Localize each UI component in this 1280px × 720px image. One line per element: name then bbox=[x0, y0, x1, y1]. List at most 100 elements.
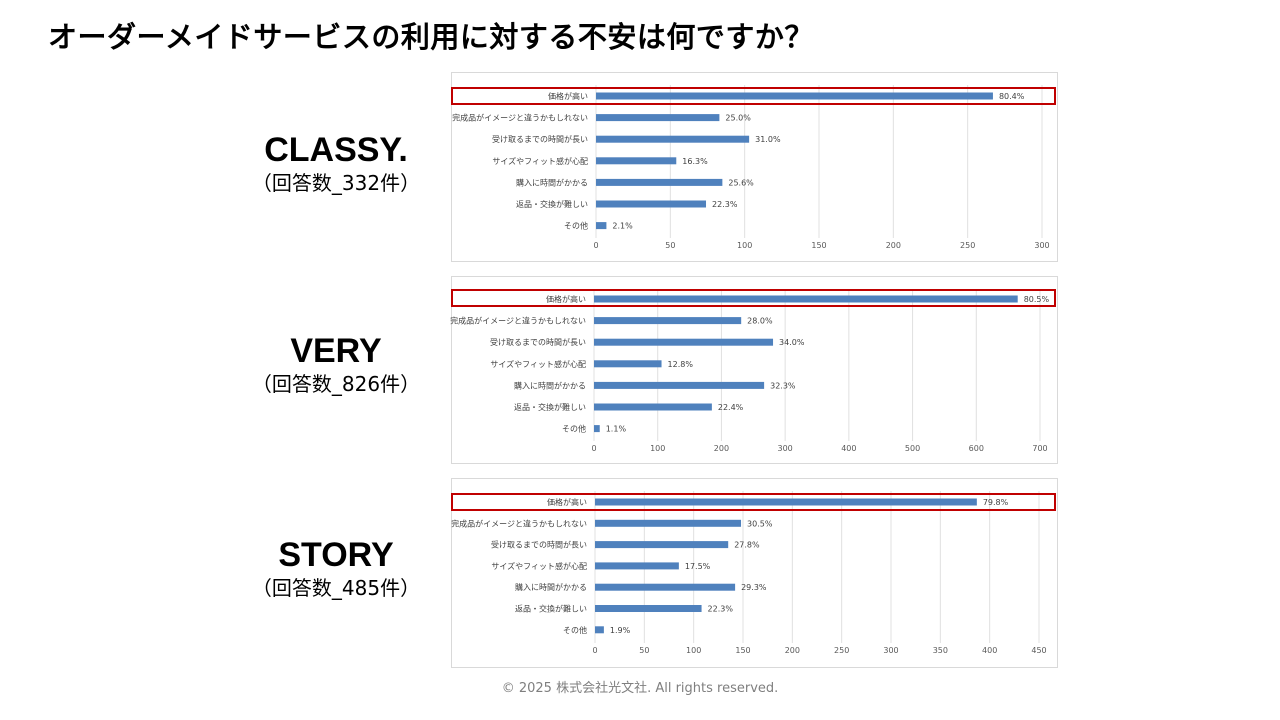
data-label: 80.4% bbox=[999, 92, 1025, 101]
x-tick-label: 450 bbox=[1031, 646, 1046, 655]
x-tick-label: 100 bbox=[737, 241, 752, 250]
bar bbox=[595, 519, 742, 527]
category-label: その他 bbox=[564, 221, 588, 231]
x-tick-label: 300 bbox=[883, 646, 898, 655]
bar bbox=[596, 135, 750, 143]
category-label: 購入に時間がかかる bbox=[515, 582, 587, 592]
data-label: 17.5% bbox=[685, 562, 711, 571]
x-tick-label: 500 bbox=[905, 444, 920, 453]
x-tick-label: 400 bbox=[982, 646, 997, 655]
chart-panel-classy: 0 50 100 150 200 250 300 価格が高い 80.4% 完成品がイメージと違うか… bbox=[451, 72, 1058, 262]
data-label: 31.0% bbox=[755, 135, 781, 144]
category-label: 完成品がイメージと違うかもしれない bbox=[451, 518, 587, 528]
data-label: 12.8% bbox=[668, 360, 694, 369]
bar bbox=[596, 92, 993, 100]
chart-panel-story: 0 50 100 150 200 250 300 350 400 450 価格が高い 79.8% 完成品… bbox=[451, 478, 1058, 668]
data-label: 22.3% bbox=[712, 200, 738, 209]
x-tick-label: 100 bbox=[650, 444, 665, 453]
x-tick-label: 0 bbox=[591, 444, 596, 453]
data-label: 22.4% bbox=[718, 403, 744, 412]
category-label: 受け取るまでの時間が長い bbox=[491, 540, 587, 550]
respondent-count: （回答数_332件） bbox=[251, 171, 421, 195]
bar-chart-very: 0 100 200 300 400 500 600 700 価格が高い 80.5% 完成品がイメージ… bbox=[450, 289, 1050, 453]
x-tick-label: 200 bbox=[785, 646, 800, 655]
x-tick-label: 400 bbox=[841, 444, 856, 453]
bar bbox=[594, 425, 600, 433]
data-label: 16.3% bbox=[682, 157, 708, 166]
category-label: 受け取るまでの時間が長い bbox=[490, 337, 586, 347]
bar bbox=[596, 114, 720, 122]
data-label: 30.5% bbox=[747, 519, 773, 528]
category-label: 価格が高い bbox=[547, 497, 587, 507]
category-label: 返品・交換が難しい bbox=[515, 604, 587, 614]
highlight-box bbox=[451, 87, 1056, 105]
category-label: サイズやフィット感が心配 bbox=[490, 359, 586, 369]
x-tick-label: 50 bbox=[665, 241, 675, 250]
bar bbox=[595, 605, 702, 612]
bar bbox=[595, 583, 736, 591]
chart-panel-very: 0 100 200 300 400 500 600 700 価格が高い 80.5% 完成品がイメージ… bbox=[450, 276, 1058, 464]
magazine-name: CLASSY. bbox=[264, 131, 408, 169]
data-label: 27.8% bbox=[734, 541, 760, 550]
bar bbox=[594, 381, 765, 389]
bar bbox=[596, 200, 707, 208]
bar bbox=[594, 338, 774, 346]
x-tick-label: 0 bbox=[593, 241, 598, 250]
category-label: 完成品がイメージと違うかもしれない bbox=[452, 113, 588, 123]
category-label: サイズやフィット感が心配 bbox=[491, 561, 587, 571]
bar bbox=[594, 403, 712, 411]
bar bbox=[595, 541, 729, 549]
bar bbox=[594, 295, 1018, 303]
category-label: 返品・交換が難しい bbox=[516, 199, 588, 209]
x-tick-label: 200 bbox=[714, 444, 729, 453]
bar bbox=[596, 157, 677, 165]
category-label: その他 bbox=[563, 625, 587, 635]
magazine-label-story: STORY （回答数_485件） bbox=[226, 535, 446, 601]
category-label: 購入に時間がかかる bbox=[514, 380, 586, 390]
data-label: 32.3% bbox=[770, 381, 796, 390]
category-label: 完成品がイメージと違うかもしれない bbox=[450, 316, 586, 326]
page-title: オーダーメイドサービスの利用に対する不安は何ですか？ bbox=[48, 20, 814, 54]
data-label: 2.1% bbox=[612, 222, 633, 231]
highlight-box bbox=[451, 493, 1056, 511]
x-tick-label: 200 bbox=[886, 241, 901, 250]
x-tick-label: 50 bbox=[639, 646, 649, 655]
category-label: 返品・交換が難しい bbox=[514, 402, 586, 412]
category-label: サイズやフィット感が心配 bbox=[492, 156, 588, 166]
bar bbox=[595, 562, 679, 570]
data-label: 80.5% bbox=[1024, 295, 1050, 304]
bar-chart-classy: 0 50 100 150 200 250 300 価格が高い 80.4% 完成品がイメージと違うか… bbox=[452, 85, 1050, 250]
bar bbox=[595, 626, 604, 634]
magazine-label-very: VERY （回答数_826件） bbox=[226, 331, 446, 397]
category-label: 価格が高い bbox=[546, 294, 586, 304]
magazine-name: STORY bbox=[278, 536, 394, 574]
data-label: 29.3% bbox=[741, 583, 767, 592]
bar bbox=[595, 498, 977, 506]
x-tick-label: 250 bbox=[960, 241, 975, 250]
data-label: 28.0% bbox=[747, 317, 773, 326]
category-label: 受け取るまでの時間が長い bbox=[492, 134, 588, 144]
respondent-count: （回答数_485件） bbox=[251, 576, 421, 600]
data-label: 22.3% bbox=[708, 605, 734, 614]
category-label: 購入に時間がかかる bbox=[516, 177, 588, 187]
x-tick-label: 150 bbox=[811, 241, 826, 250]
data-label: 25.0% bbox=[725, 114, 751, 123]
magazine-name: VERY bbox=[290, 332, 382, 370]
data-label: 34.0% bbox=[779, 338, 805, 347]
data-label: 1.9% bbox=[610, 626, 631, 635]
highlight-box bbox=[451, 289, 1056, 307]
data-label: 25.6% bbox=[728, 178, 754, 187]
x-tick-label: 150 bbox=[735, 646, 750, 655]
category-label: その他 bbox=[562, 424, 586, 434]
x-tick-label: 0 bbox=[592, 646, 597, 655]
bar bbox=[594, 317, 742, 325]
copyright-footer: © 2025 株式会社光文社. All rights reserved. bbox=[501, 681, 779, 696]
data-label: 79.8% bbox=[983, 498, 1009, 507]
bar bbox=[594, 360, 662, 368]
data-label: 1.1% bbox=[606, 425, 627, 434]
x-tick-label: 250 bbox=[834, 646, 849, 655]
x-tick-label: 100 bbox=[686, 646, 701, 655]
bar-chart-story: 0 50 100 150 200 250 300 350 400 450 価格が高い 79.8% 完成品… bbox=[451, 491, 1047, 655]
x-tick-label: 700 bbox=[1032, 444, 1047, 453]
respondent-count: （回答数_826件） bbox=[251, 372, 421, 396]
